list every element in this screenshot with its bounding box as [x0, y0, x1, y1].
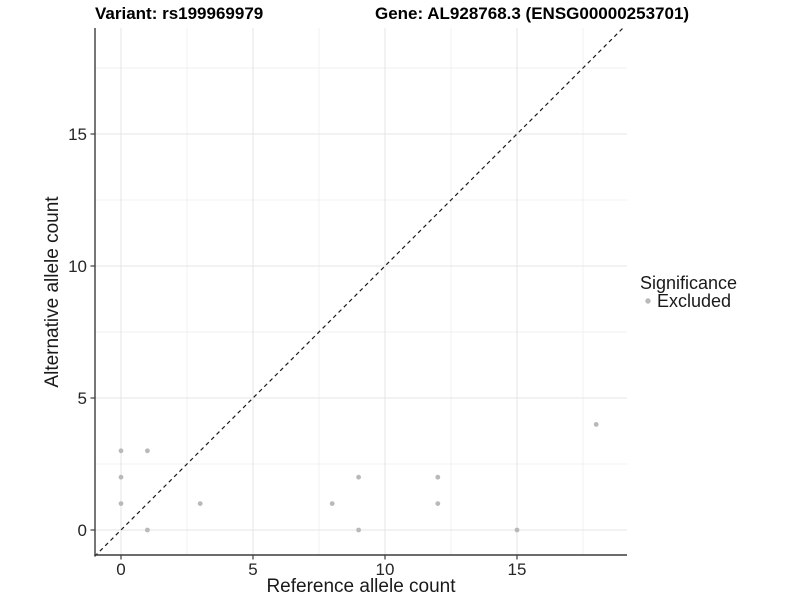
data-point	[145, 527, 150, 533]
axis-lines	[94, 28, 627, 556]
data-point	[356, 474, 361, 480]
gridlines-major	[95, 28, 627, 555]
plot-panel	[95, 28, 627, 555]
x-tick-label: 10	[376, 560, 395, 579]
data-point	[145, 448, 150, 454]
data-point	[435, 474, 441, 480]
y-tick-label: 15	[68, 125, 87, 144]
y-tick-label: 0	[78, 521, 87, 540]
tick-marks	[90, 133, 518, 560]
data-point	[118, 448, 124, 454]
y-tick-label: 10	[68, 257, 87, 276]
y-axis-tick-labels: 0 5 10 15	[68, 125, 87, 540]
gene-title: Gene: AL928768.3 (ENSG00000253701)	[375, 4, 689, 23]
x-axis-title: Reference allele count	[266, 576, 456, 597]
data-point	[356, 527, 361, 533]
legend: Significance Excluded	[640, 273, 737, 311]
y-axis-title: Alternative allele count	[42, 196, 63, 388]
data-point	[514, 527, 520, 533]
data-point	[118, 501, 124, 506]
variant-title: Variant: rs199969979	[95, 4, 263, 23]
x-tick-label: 15	[508, 560, 527, 579]
x-tick-label: 0	[116, 560, 125, 579]
legend-key-point-icon	[645, 298, 651, 304]
data-points	[118, 422, 599, 533]
data-point	[197, 501, 203, 506]
data-point	[329, 501, 335, 506]
y-tick-label: 5	[78, 389, 87, 408]
gridlines-minor	[95, 28, 627, 555]
data-point	[593, 422, 599, 427]
legend-item-label: Excluded	[657, 291, 731, 311]
x-tick-label: 5	[248, 560, 257, 579]
data-point	[435, 501, 441, 506]
data-point	[118, 474, 124, 480]
legend-title: Significance	[640, 273, 737, 293]
x-axis-tick-labels: 0 5 10 15	[116, 560, 526, 579]
